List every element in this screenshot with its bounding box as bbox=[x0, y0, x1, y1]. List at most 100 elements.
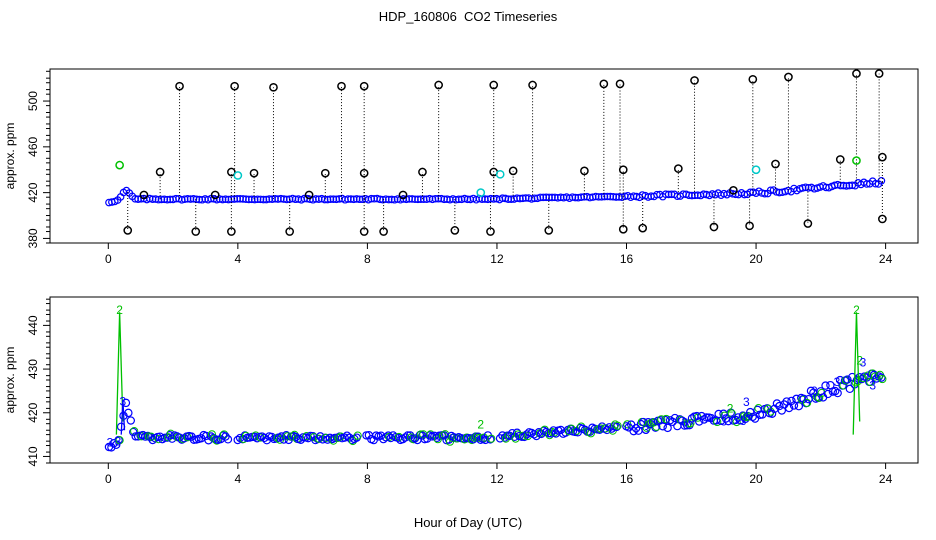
spike-trace bbox=[115, 312, 124, 435]
point-raw bbox=[835, 155, 845, 164]
baseline-point bbox=[663, 423, 672, 433]
baseline-point bbox=[863, 180, 871, 188]
baseline-point-green bbox=[839, 381, 848, 390]
point-flagged bbox=[751, 165, 761, 175]
y-tick-label: 410 bbox=[26, 446, 40, 466]
point-raw bbox=[434, 80, 444, 90]
baseline-point bbox=[871, 179, 880, 188]
point-raw bbox=[123, 226, 133, 235]
plot-frame bbox=[49, 68, 919, 244]
y-tick-label: 420 bbox=[26, 402, 40, 422]
baseline-point-green bbox=[866, 377, 875, 387]
baseline-point bbox=[831, 386, 840, 396]
point-raw bbox=[285, 227, 295, 236]
point-raw bbox=[709, 222, 719, 232]
y-tick-label: 420 bbox=[26, 182, 40, 202]
x-tick-label: 4 bbox=[235, 472, 242, 486]
y-axis-label: approx. ppm bbox=[3, 123, 17, 190]
baseline-point-green bbox=[870, 372, 880, 381]
baseline-point-green bbox=[130, 427, 139, 436]
baseline-point bbox=[124, 408, 133, 418]
point-raw bbox=[249, 168, 259, 178]
baseline-point bbox=[233, 435, 242, 445]
baseline-point bbox=[806, 386, 816, 396]
point-spike bbox=[852, 156, 861, 165]
marker-3: 3 bbox=[860, 356, 867, 370]
x-tick-label: 4 bbox=[235, 252, 242, 266]
baseline-point bbox=[746, 407, 755, 417]
x-tick-label: 24 bbox=[879, 472, 893, 486]
y-tick-label: 430 bbox=[26, 359, 40, 379]
point-raw bbox=[690, 76, 699, 85]
baseline-point bbox=[388, 431, 398, 440]
point-raw bbox=[878, 214, 887, 224]
point-raw bbox=[227, 167, 236, 177]
baseline-point-green bbox=[713, 417, 722, 427]
baseline-point bbox=[794, 401, 804, 411]
baseline-point bbox=[107, 443, 116, 452]
point-raw bbox=[580, 166, 589, 176]
baseline-point bbox=[612, 422, 621, 432]
baseline-point-green bbox=[322, 433, 331, 442]
point-raw bbox=[729, 185, 738, 195]
point-raw bbox=[771, 159, 780, 169]
x-tick-label: 20 bbox=[749, 472, 763, 486]
baseline-point-green bbox=[652, 422, 661, 431]
x-tick-label: 8 bbox=[364, 472, 371, 486]
point-raw bbox=[175, 81, 184, 91]
baseline-point-green bbox=[613, 421, 622, 430]
point-spike bbox=[115, 160, 124, 170]
baseline-point bbox=[481, 435, 490, 445]
panel-1: 0 4 8 12 16 20 24 380 420 460 500 approx. ppm bbox=[3, 68, 919, 266]
baseline-point-green bbox=[878, 374, 887, 384]
baseline-point bbox=[821, 381, 830, 390]
baseline-point bbox=[877, 373, 886, 382]
point-raw bbox=[745, 221, 754, 231]
marker-3: 3 bbox=[643, 423, 650, 437]
baseline-point-green bbox=[115, 436, 124, 445]
baseline-point bbox=[775, 401, 784, 411]
point-raw bbox=[379, 227, 388, 236]
baseline-point bbox=[750, 414, 760, 423]
baseline-point bbox=[748, 412, 757, 422]
point-raw bbox=[359, 168, 369, 178]
x-tick-label: 8 bbox=[364, 252, 371, 266]
point-raw bbox=[784, 72, 793, 82]
marker-3: 3 bbox=[120, 394, 127, 408]
point-raw bbox=[486, 227, 495, 236]
series-2: 2 2 2 2 2 bbox=[116, 303, 863, 431]
point-raw bbox=[359, 81, 369, 91]
marker-3: 3 bbox=[107, 435, 114, 449]
baseline-point-green bbox=[336, 432, 345, 441]
y-tick-label: 460 bbox=[26, 137, 40, 157]
baseline-point bbox=[845, 384, 855, 394]
baseline-point-green bbox=[858, 374, 868, 383]
baseline-point bbox=[340, 433, 349, 442]
baseline-point-green bbox=[817, 388, 826, 398]
baseline-point bbox=[823, 389, 833, 399]
marker-3: 3 bbox=[811, 384, 818, 398]
point-raw bbox=[748, 74, 758, 84]
x-axis-label: Hour of Day (UTC) bbox=[413, 515, 523, 530]
x-tick-label: 0 bbox=[105, 472, 112, 486]
point-raw bbox=[673, 164, 683, 173]
marker-3: 3 bbox=[834, 375, 841, 389]
marker-3: 3 bbox=[743, 395, 750, 409]
baseline-point-green bbox=[601, 424, 610, 433]
series-raw bbox=[123, 69, 887, 236]
marker-3: 3 bbox=[720, 415, 727, 429]
baseline-point-green bbox=[210, 434, 219, 443]
point-raw bbox=[874, 69, 884, 78]
point-raw bbox=[618, 224, 628, 234]
baseline-point bbox=[342, 431, 352, 440]
baseline-point bbox=[486, 435, 495, 444]
point-raw bbox=[155, 167, 165, 177]
point-flagged bbox=[495, 169, 505, 179]
point-raw bbox=[450, 226, 460, 235]
marker-3: 3 bbox=[869, 379, 876, 393]
baseline-point bbox=[787, 396, 796, 406]
baseline-trace bbox=[105, 176, 886, 207]
